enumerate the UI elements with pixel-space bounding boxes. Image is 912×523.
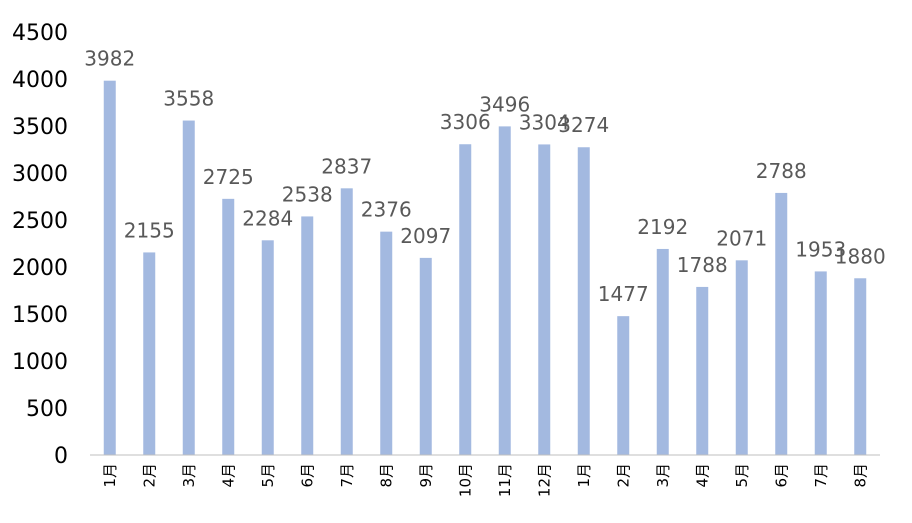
- data-label: 3304: [519, 110, 570, 134]
- data-label: 1788: [677, 253, 728, 277]
- bar: [617, 316, 630, 455]
- bar: [103, 80, 116, 455]
- data-label: 1880: [835, 244, 886, 268]
- bar: [498, 126, 511, 455]
- x-tick-label: 7月: [812, 463, 830, 488]
- y-tick-label: 4500: [12, 21, 68, 46]
- x-tick-label: 10月: [456, 463, 474, 497]
- bar: [538, 144, 551, 455]
- bar: [222, 198, 235, 455]
- bar: [261, 240, 274, 455]
- data-label: 3274: [558, 113, 609, 137]
- bar: [143, 252, 156, 455]
- x-tick-label: 7月: [338, 463, 356, 488]
- bar: [380, 231, 393, 455]
- x-tick-label: 2月: [614, 463, 632, 488]
- y-tick-label: 1500: [12, 303, 68, 328]
- data-label: 2192: [637, 215, 688, 239]
- data-label: 1477: [598, 282, 649, 306]
- bar: [182, 120, 195, 455]
- data-label: 2284: [242, 206, 293, 230]
- bar: [656, 248, 669, 455]
- y-tick-label: 2000: [12, 256, 68, 281]
- x-tick-label: 5月: [259, 463, 277, 488]
- bar: [301, 216, 314, 455]
- x-tick-label: 12月: [535, 463, 553, 497]
- data-label: 2376: [361, 198, 412, 222]
- data-label: 2725: [203, 165, 254, 189]
- data-label: 3496: [479, 92, 530, 116]
- x-tick-label: 2月: [140, 463, 158, 488]
- x-tick-label: 1月: [101, 463, 119, 488]
- x-tick-label: 3月: [654, 463, 672, 488]
- bar: [459, 144, 472, 455]
- y-tick-label: 1000: [12, 350, 68, 375]
- x-tick-label: 4月: [693, 463, 711, 488]
- bar: [696, 286, 709, 455]
- bar: [577, 147, 590, 455]
- bar: [340, 188, 353, 455]
- x-tick-label: 4月: [219, 463, 237, 488]
- x-tick-label: 8月: [851, 463, 869, 488]
- x-tick-label: 6月: [772, 463, 790, 488]
- bar: [735, 260, 748, 455]
- x-tick-label: 11月: [496, 463, 514, 497]
- data-label: 2097: [400, 224, 451, 248]
- data-label: 1953: [795, 237, 846, 261]
- y-tick-label: 0: [54, 444, 68, 469]
- data-label: 2837: [321, 154, 372, 178]
- x-tick-label: 5月: [733, 463, 751, 488]
- data-label: 3306: [440, 110, 491, 134]
- bar: [775, 192, 788, 456]
- y-tick-label: 3000: [12, 162, 68, 187]
- data-label: 3982: [84, 47, 135, 71]
- y-tick-label: 2500: [12, 209, 68, 234]
- x-axis-ticks: 1月 2月 3月 4月 5月 6月 7月 8月 9月 10月 11月 12月 1月 2月 3月 4月 5月 6月 7…: [101, 463, 870, 497]
- bars: [103, 80, 867, 456]
- x-tick-label: 6月: [298, 463, 316, 488]
- data-label: 2071: [716, 226, 767, 250]
- bar: [854, 278, 867, 455]
- x-tick-label: 1月: [575, 463, 593, 488]
- x-tick-label: 8月: [377, 463, 395, 488]
- bar: [814, 271, 827, 455]
- data-label: 2538: [282, 182, 333, 206]
- data-label: 2788: [756, 159, 807, 183]
- y-tick-label: 3500: [12, 115, 68, 140]
- data-label: 2155: [124, 218, 175, 242]
- y-tick-label: 500: [26, 397, 68, 422]
- x-tick-label: 3月: [180, 463, 198, 488]
- data-label: 3558: [163, 87, 214, 111]
- y-axis-ticks: 0 500 1000 1500 2000 2500 3000 3500 4000 4500: [12, 21, 68, 469]
- x-tick-label: 9月: [417, 463, 435, 488]
- bar: [419, 257, 432, 455]
- y-tick-label: 4000: [12, 68, 68, 93]
